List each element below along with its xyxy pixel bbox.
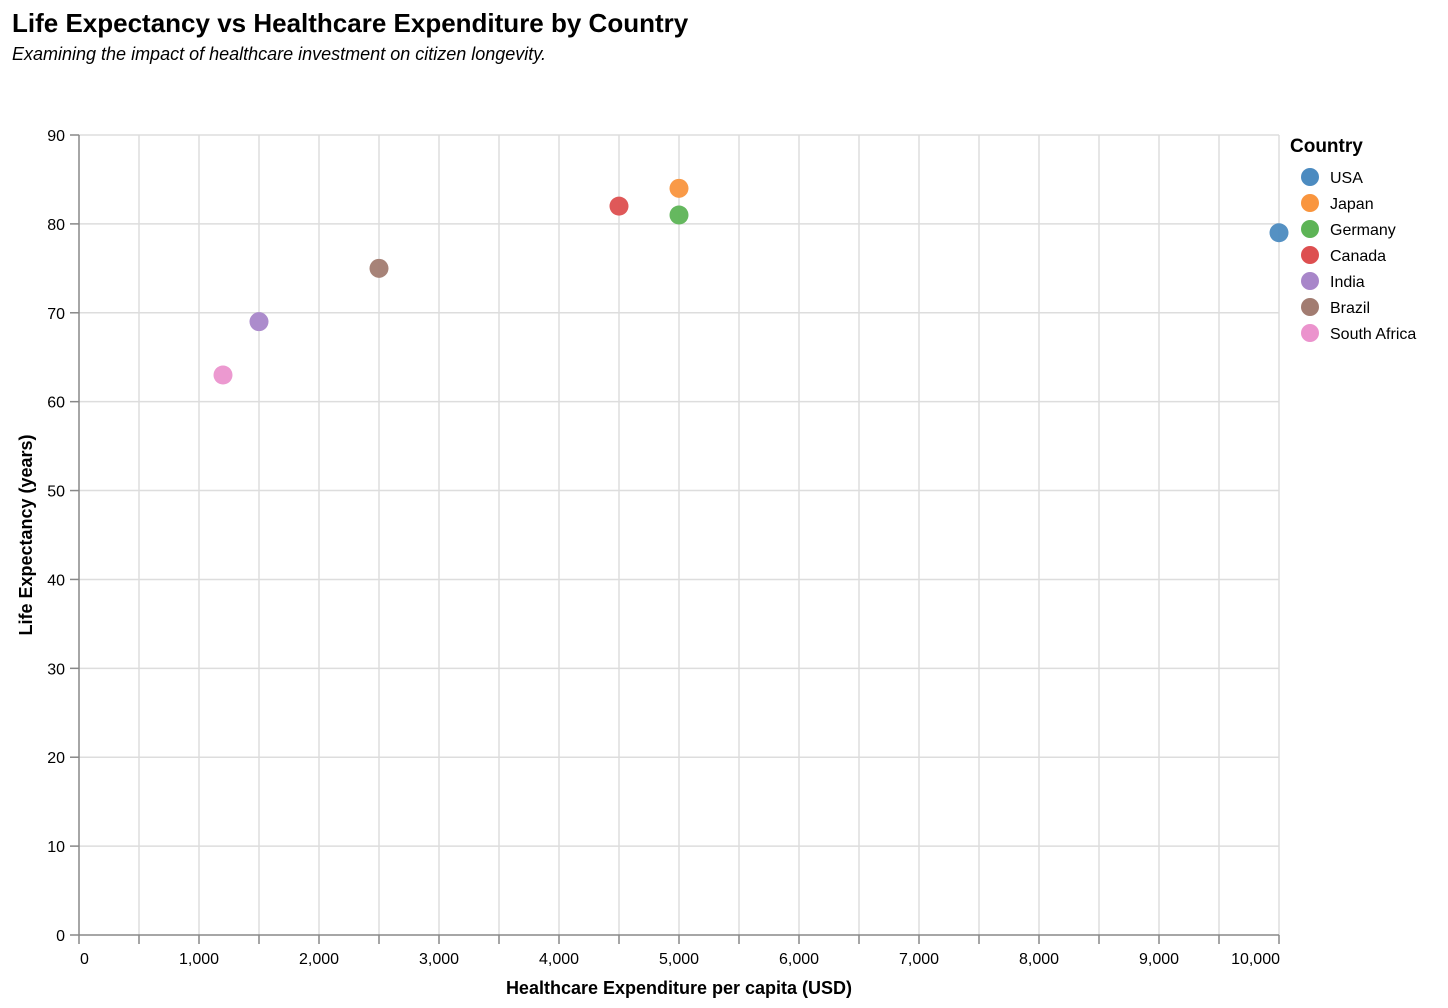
x-axis-title: Healthcare Expenditure per capita (USD) bbox=[506, 978, 852, 998]
x-tick-label: 7,000 bbox=[899, 951, 939, 968]
y-axis-title: Life Expectancy (years) bbox=[16, 434, 36, 635]
data-point-japan[interactable] bbox=[669, 178, 689, 198]
data-point-brazil[interactable] bbox=[369, 258, 389, 278]
x-tick-label: 2,000 bbox=[299, 951, 339, 968]
legend-label-brazil: Brazil bbox=[1330, 300, 1370, 317]
legend-label-usa: USA bbox=[1330, 170, 1363, 187]
y-axis-ticks: 0 10 20 30 40 50 60 70 80 90 bbox=[47, 128, 79, 945]
y-tick-label: 40 bbox=[47, 572, 65, 589]
legend-symbol-brazil bbox=[1301, 298, 1319, 316]
grid bbox=[79, 134, 1280, 935]
legend: Country USA Japan Germany Canada India Brazil… bbox=[1290, 136, 1416, 343]
legend-symbol-japan bbox=[1301, 194, 1319, 212]
x-tick-label: 8,000 bbox=[1019, 951, 1059, 968]
x-tick-label: 1,000 bbox=[179, 951, 219, 968]
chart-subtitle: Examining the impact of healthcare inves… bbox=[12, 44, 546, 64]
legend-items: USA Japan Germany Canada India Brazil South Af… bbox=[1301, 168, 1416, 343]
y-tick-label: 70 bbox=[47, 306, 65, 323]
legend-symbol-india bbox=[1301, 272, 1319, 290]
data-point-germany[interactable] bbox=[669, 205, 689, 225]
x-tick-label: 5,000 bbox=[659, 951, 699, 968]
y-tick-label: 80 bbox=[47, 217, 65, 234]
legend-symbol-canada bbox=[1301, 246, 1319, 264]
y-tick-label: 30 bbox=[47, 661, 65, 678]
x-tick-label: 6,000 bbox=[779, 951, 819, 968]
y-tick-label: 90 bbox=[47, 128, 65, 145]
legend-symbol-usa bbox=[1301, 168, 1319, 186]
legend-label-canada: Canada bbox=[1330, 248, 1386, 265]
y-tick-label: 20 bbox=[47, 750, 65, 767]
legend-label-india: India bbox=[1330, 274, 1365, 291]
chart-title: Life Expectancy vs Healthcare Expenditur… bbox=[12, 8, 689, 38]
y-tick-label: 60 bbox=[47, 395, 65, 412]
data-points bbox=[213, 178, 1289, 385]
data-point-south-africa[interactable] bbox=[213, 365, 233, 385]
x-tick-label: 0 bbox=[80, 951, 89, 968]
legend-label-south-africa: South Africa bbox=[1330, 326, 1416, 343]
x-tick-label: 10,000 bbox=[1231, 951, 1280, 968]
x-tick-label: 3,000 bbox=[419, 951, 459, 968]
legend-label-japan: Japan bbox=[1330, 196, 1374, 213]
x-tick-label: 4,000 bbox=[539, 951, 579, 968]
legend-symbol-germany bbox=[1301, 220, 1319, 238]
legend-title: Country bbox=[1290, 136, 1363, 157]
x-axis-ticks: 0 1,000 2,000 3,000 4,000 5,000 6,000 7,000 8,00… bbox=[78, 935, 1280, 968]
x-tick-label: 9,000 bbox=[1139, 951, 1179, 968]
y-tick-label: 10 bbox=[47, 839, 65, 856]
data-point-usa[interactable] bbox=[1269, 223, 1289, 243]
legend-symbol-south-africa bbox=[1301, 324, 1319, 342]
data-point-india[interactable] bbox=[249, 312, 269, 332]
legend-label-germany: Germany bbox=[1330, 222, 1396, 239]
data-point-canada[interactable] bbox=[609, 196, 629, 216]
y-tick-label: 0 bbox=[56, 928, 65, 945]
y-tick-label: 50 bbox=[47, 484, 65, 501]
